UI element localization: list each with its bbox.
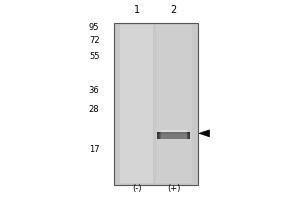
- Text: 95: 95: [89, 23, 100, 32]
- Text: 28: 28: [89, 105, 100, 114]
- FancyBboxPatch shape: [120, 25, 153, 183]
- FancyBboxPatch shape: [158, 132, 190, 135]
- Text: 55: 55: [89, 52, 100, 61]
- FancyBboxPatch shape: [156, 25, 192, 183]
- FancyBboxPatch shape: [161, 130, 187, 139]
- Text: (-): (-): [132, 184, 141, 193]
- Text: 2: 2: [171, 5, 177, 15]
- Polygon shape: [199, 130, 209, 137]
- Text: 36: 36: [89, 86, 100, 95]
- Text: (+): (+): [167, 184, 181, 193]
- FancyBboxPatch shape: [158, 134, 190, 139]
- Text: 1: 1: [134, 5, 140, 15]
- FancyBboxPatch shape: [160, 130, 188, 139]
- Text: 72: 72: [89, 36, 100, 45]
- FancyBboxPatch shape: [114, 23, 198, 185]
- Text: 17: 17: [89, 145, 100, 154]
- FancyBboxPatch shape: [159, 130, 188, 139]
